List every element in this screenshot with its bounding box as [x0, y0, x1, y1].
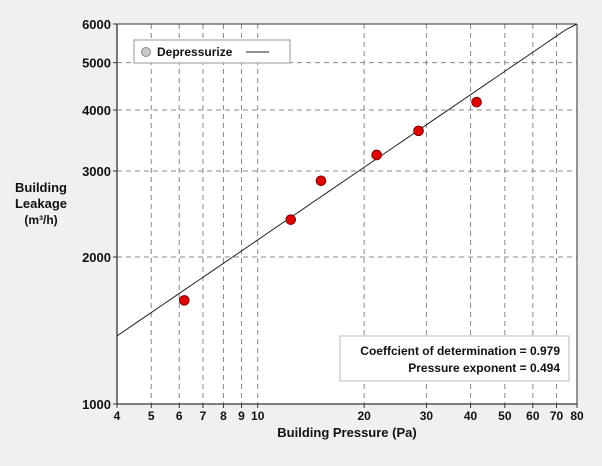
annotation-r2: Coeffcient of determination = 0.979: [360, 344, 560, 358]
x-axis-label: Building Pressure (Pa): [277, 425, 416, 440]
x-tick-label: 20: [357, 409, 371, 423]
y-tick-label: 6000: [82, 17, 111, 32]
x-tick-label: 8: [220, 409, 227, 423]
y-tick-label: 3000: [82, 164, 111, 179]
x-tick-label: 9: [238, 409, 245, 423]
legend: Depressurize: [133, 39, 291, 64]
data-point: [413, 125, 424, 137]
y-ticks: 1000 2000 3000 4000 5000 6000: [82, 17, 117, 412]
annotation-box: Coeffcient of determination = 0.979 Pres…: [339, 335, 570, 382]
data-point: [285, 214, 297, 225]
x-tick-label: 6: [176, 409, 183, 423]
y-tick-label: 5000: [82, 56, 111, 71]
y-tick-label: 2000: [82, 250, 111, 265]
y-tick-label: 1000: [82, 397, 111, 412]
x-tick-label: 7: [200, 409, 207, 423]
legend-label: Depressurize: [157, 45, 233, 59]
y-tick-label: 4000: [82, 103, 111, 118]
data-point: [178, 295, 190, 306]
x-tick-label: 10: [251, 409, 265, 423]
data-point: [315, 175, 327, 187]
x-ticks: 4 5 6 7 8 9 10 20 30 40 50 60 70 80: [114, 404, 584, 423]
legend-marker-icon: [141, 47, 151, 57]
x-tick-label: 60: [526, 409, 540, 423]
y-axis-label-line2: Leakage: [15, 196, 67, 211]
data-point: [471, 96, 482, 108]
x-tick-label: 40: [464, 409, 478, 423]
y-axis-label-line3: (m³/h): [24, 213, 57, 227]
fit-line-group: [116, 23, 578, 337]
y-axis-label-line1: Building: [15, 180, 67, 195]
fit-line: [116, 23, 578, 337]
x-tick-label: 80: [570, 409, 584, 423]
data-point: [371, 149, 382, 161]
annotation-exponent: Pressure exponent = 0.494: [408, 361, 560, 375]
x-tick-label: 50: [498, 409, 512, 423]
data-points: [178, 96, 482, 306]
x-tick-label: 5: [148, 409, 155, 423]
x-tick-label: 4: [114, 409, 121, 423]
x-tick-label: 70: [550, 409, 564, 423]
x-tick-label: 30: [420, 409, 434, 423]
